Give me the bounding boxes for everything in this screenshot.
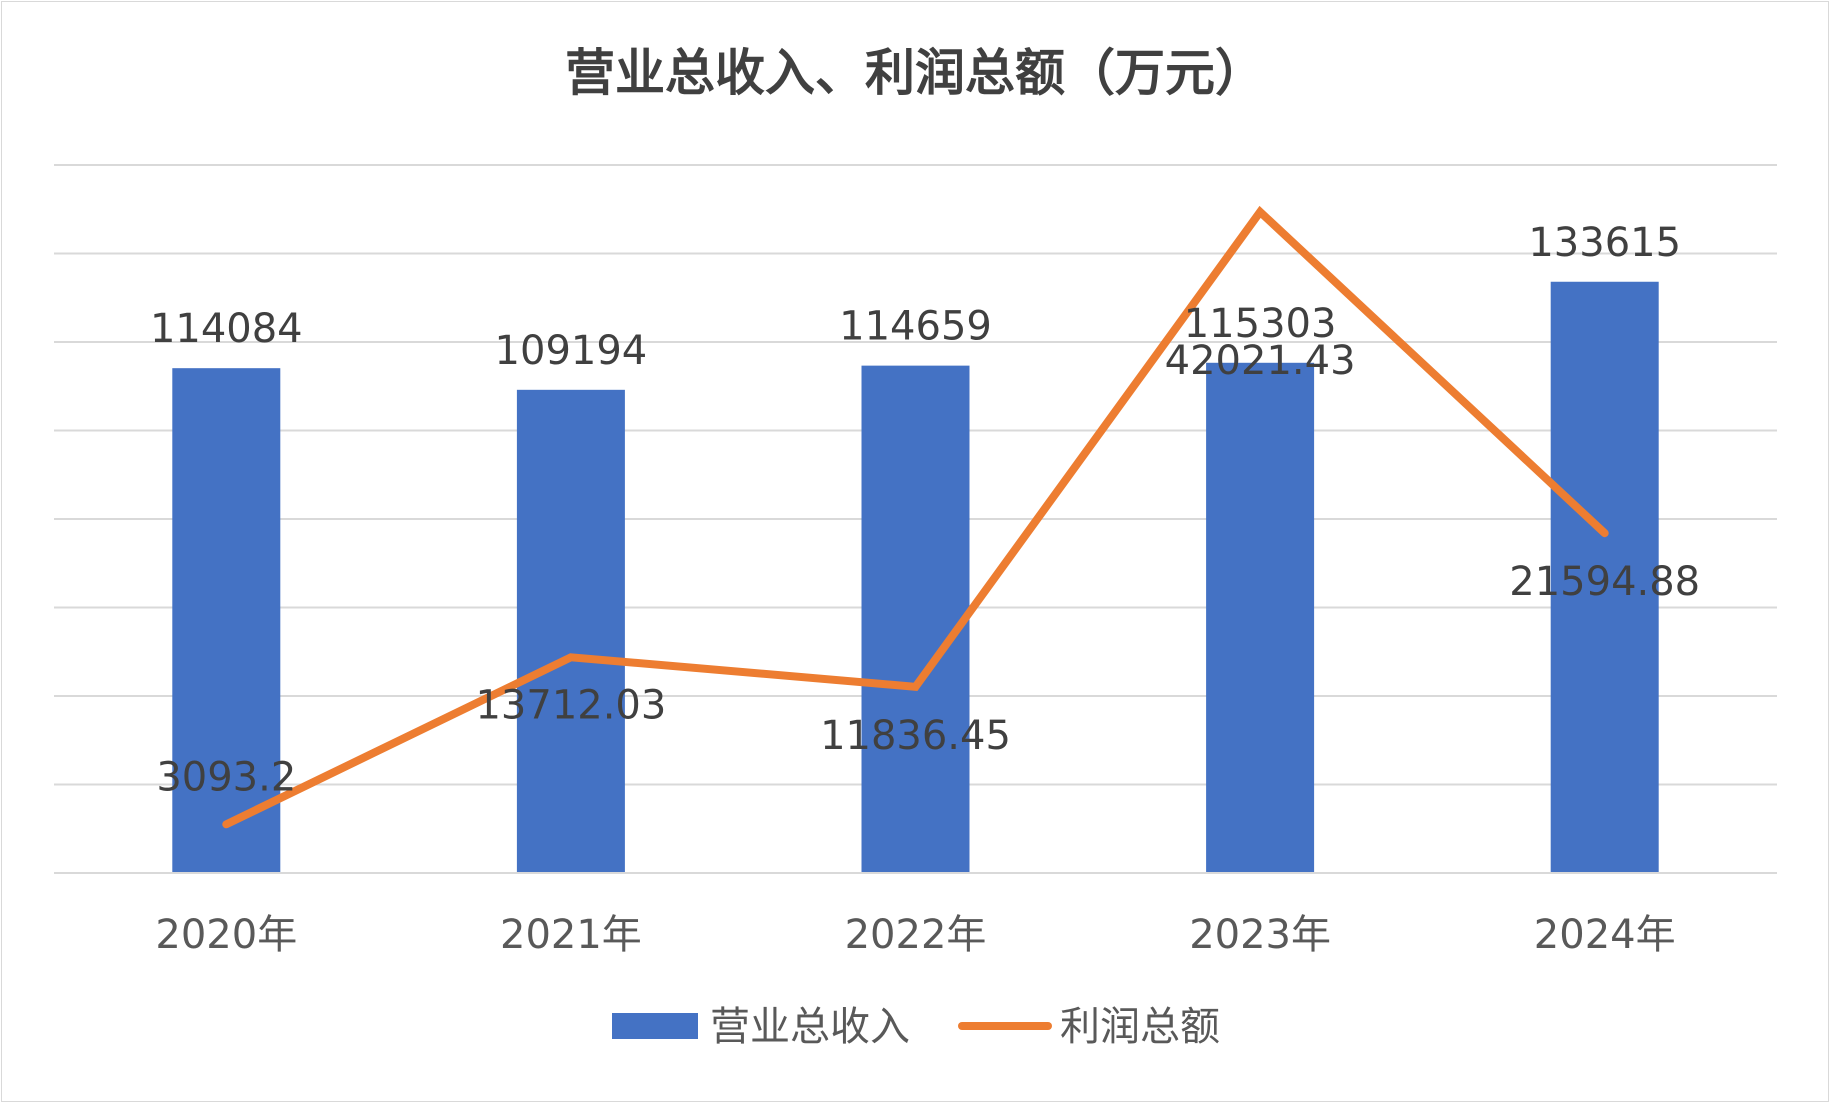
bar [861, 365, 970, 873]
x-tick-label: 2021年 [500, 912, 642, 958]
bar-data-label: 133615 [1528, 220, 1681, 266]
bar-data-label: 114659 [839, 304, 992, 350]
x-tick-label: 2024年 [1534, 912, 1676, 958]
bar-data-label: 115303 [1184, 301, 1337, 347]
data-labels: 114084 109194 114659 115303 133615 3093.2 1371… [150, 220, 1700, 801]
legend-swatch-bar [612, 1013, 698, 1039]
bar [1550, 281, 1659, 873]
line-data-label: 42021.43 [1165, 338, 1356, 384]
legend-label-revenue: 营业总收入 [710, 1004, 910, 1050]
x-tick-label: 2023年 [1189, 912, 1331, 958]
legend: 营业总收入 利润总额 [612, 1004, 1220, 1050]
legend-label-profit: 利润总额 [1060, 1004, 1220, 1050]
line-data-label: 3093.2 [156, 754, 296, 800]
x-tick-label: 2020年 [155, 912, 297, 958]
bar [172, 368, 281, 873]
line-data-label: 13712.03 [475, 682, 666, 728]
line-data-label: 21594.88 [1509, 559, 1700, 605]
bar-series [172, 281, 1659, 873]
bar [516, 389, 625, 873]
bar-data-label: 114084 [150, 306, 303, 352]
line-path [222, 205, 1609, 829]
x-axis: 2020年 2021年 2022年 2023年 2024年 [54, 872, 1777, 958]
bar [1206, 362, 1315, 873]
x-tick-label: 2022年 [845, 912, 987, 958]
line-data-label: 11836.45 [820, 713, 1011, 759]
line-series [222, 205, 1609, 829]
bar-data-label: 109194 [495, 328, 648, 374]
chart-title: 营业总收入、利润总额（万元） [565, 44, 1265, 102]
